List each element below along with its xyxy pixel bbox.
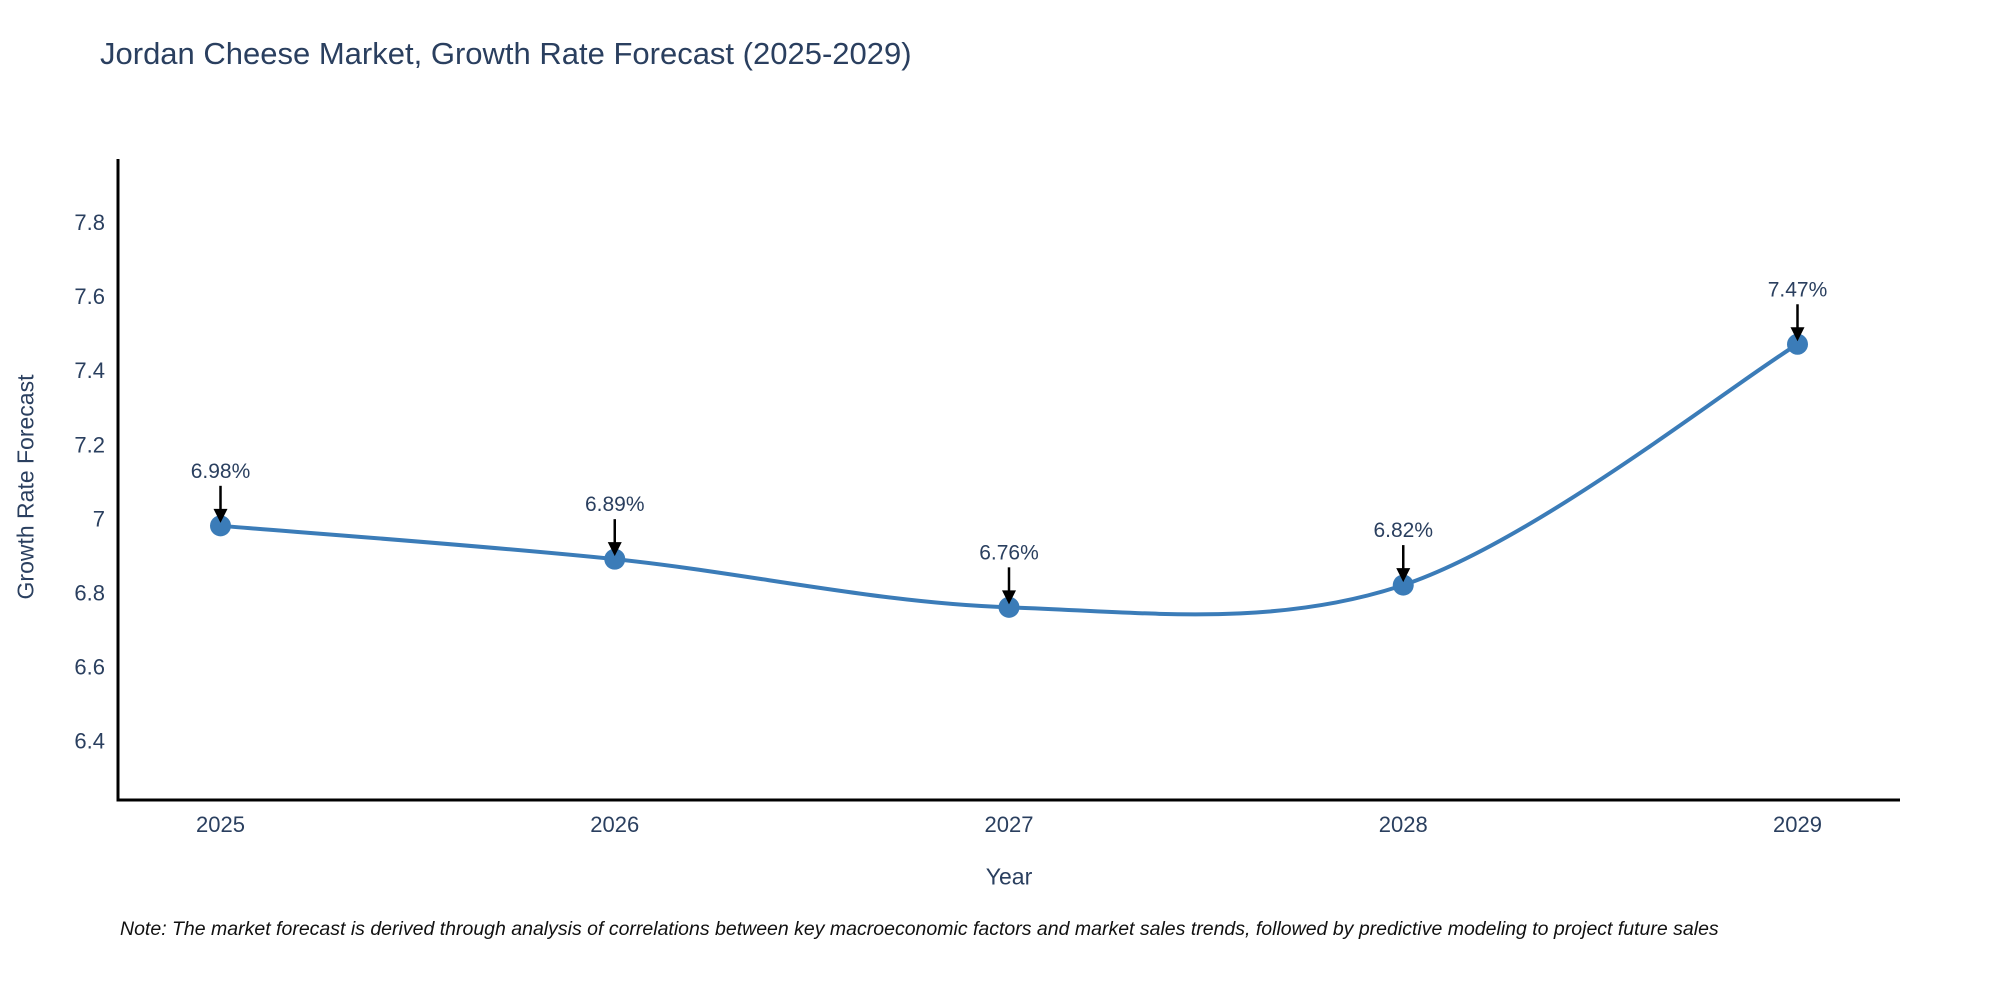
chart-title: Jordan Cheese Market, Growth Rate Foreca… xyxy=(100,36,912,71)
methodology-note: Note: The market forecast is derived thr… xyxy=(120,918,1719,940)
y-tick-label: 7.4 xyxy=(74,358,105,383)
data-point-marker[interactable] xyxy=(998,596,1020,618)
data-point-marker[interactable] xyxy=(604,548,626,570)
axis-lines xyxy=(116,159,1900,802)
x-tick-label: 2027 xyxy=(985,812,1034,837)
y-tick-label: 7.6 xyxy=(74,284,105,309)
x-tick-label: 2028 xyxy=(1379,812,1428,837)
data-point-label: 6.89% xyxy=(585,493,645,516)
annotation-arrowhead xyxy=(213,508,228,523)
annotation-arrowhead xyxy=(1790,327,1805,342)
y-tick-label: 7.2 xyxy=(74,432,105,457)
data-point-label: 6.98% xyxy=(191,460,251,483)
y-tick-label: 7.8 xyxy=(74,210,105,235)
data-point-label: 7.47% xyxy=(1768,278,1828,301)
x-tick-label: 2025 xyxy=(196,812,245,837)
annotation-arrowhead xyxy=(1002,590,1016,605)
data-point-label: 6.76% xyxy=(979,541,1039,564)
data-point-label: 6.82% xyxy=(1373,519,1433,542)
y-tick-label: 7 xyxy=(93,506,105,531)
x-tick-label: 2026 xyxy=(590,812,639,837)
y-tick-label: 6.8 xyxy=(74,581,105,606)
x-axis-title: Year xyxy=(985,863,1033,890)
data-point-marker[interactable] xyxy=(210,515,232,537)
annotation-arrowhead xyxy=(1396,568,1411,583)
data-point-marker[interactable] xyxy=(1786,333,1808,355)
data-point-marker[interactable] xyxy=(1392,574,1414,596)
x-tick-label: 2029 xyxy=(1773,812,1822,837)
annotation-arrowhead xyxy=(607,542,622,557)
y-tick-label: 6.6 xyxy=(74,655,105,680)
y-tick-label: 6.4 xyxy=(74,729,105,754)
y-axis-title: Growth Rate Forecast xyxy=(12,374,39,600)
